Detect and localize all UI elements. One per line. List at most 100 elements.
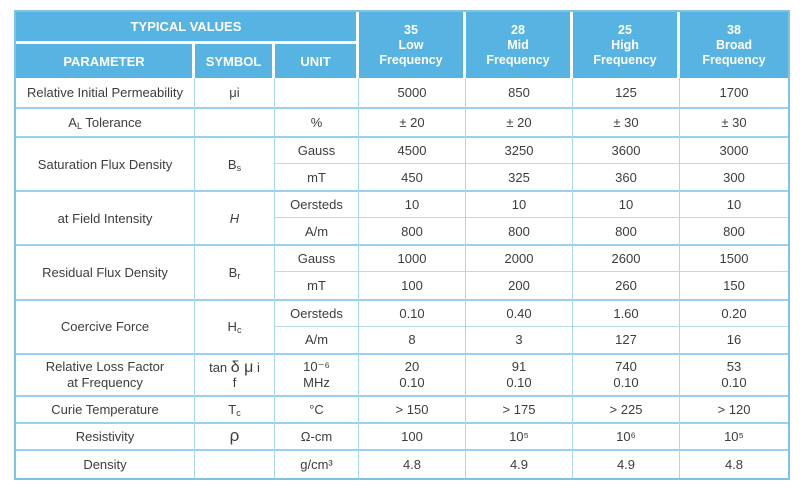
value-cell: 10 — [573, 190, 680, 218]
parameter-cell: Density — [16, 448, 195, 478]
value-cell: ± 30 — [680, 107, 788, 137]
value-cell: 300 — [680, 163, 788, 191]
unit-cell: 10⁻⁶ MHz — [275, 352, 359, 395]
row-relative-loss-factor: Relative Loss Factor at Frequency tan δ … — [16, 352, 788, 395]
symbol-cell: H — [195, 190, 275, 245]
value-cell: 2000 — [466, 244, 573, 272]
row-density: Density g/cm³ 4.8 4.9 4.9 4.8 — [16, 448, 788, 478]
value-cell: 360 — [573, 163, 680, 191]
value-cell: 10⁶ — [573, 421, 680, 449]
unit-cell: Gauss — [275, 136, 359, 164]
row-residual-flux-density-mt: mT 100 200 260 150 — [16, 271, 788, 299]
value-cell: 450 — [359, 163, 466, 191]
unit-column-header: UNIT — [275, 44, 359, 78]
symbol-cell: μi — [195, 78, 275, 108]
row-saturation-flux-density-gauss: Saturation Flux Density Bs Gauss 4500 32… — [16, 136, 788, 191]
value-cell: 1500 — [680, 244, 788, 272]
typical-values-table: TYPICAL VALUES 35 Low Frequency 28 Mid F… — [14, 10, 790, 480]
value-cell: 127 — [573, 325, 680, 353]
value-cell: 53 0.10 — [680, 352, 788, 395]
row-saturation-flux-density-mt: mT 450 325 360 300 — [16, 163, 788, 191]
value-cell: 4500 — [359, 136, 466, 164]
value-cell: ± 20 — [466, 107, 573, 137]
symbol-cell: Bs — [195, 136, 275, 191]
value-cell: 200 — [466, 271, 573, 299]
value-cell: 0.40 — [466, 298, 573, 326]
value-cell: 100 — [359, 421, 466, 449]
symbol-cell — [195, 448, 275, 478]
material-header-38-broad-frequency: 38 Broad Frequency — [680, 12, 788, 78]
value-cell: 5000 — [359, 78, 466, 108]
symbol-cell — [195, 107, 275, 137]
subscript: s — [236, 162, 242, 173]
value-cell: 800 — [359, 217, 466, 245]
value-cell: 4.8 — [680, 448, 788, 478]
symbol-cell: ρ — [195, 421, 275, 449]
unit-cell: A/m — [275, 217, 359, 245]
parameter-column-header: PARAMETER — [16, 44, 195, 78]
value-cell: ± 30 — [573, 107, 680, 137]
row-residual-flux-density-gauss: Residual Flux Density Br Gauss 1000 2000… — [16, 244, 788, 299]
value-cell: 740 0.10 — [573, 352, 680, 395]
value-cell: 800 — [573, 217, 680, 245]
row-resistivity: Resistivity ρ Ω-cm 100 10⁵ 10⁶ 10⁵ — [16, 421, 788, 449]
value-cell: 2600 — [573, 244, 680, 272]
greek-symbols: δ μ — [230, 358, 254, 376]
value-cell: 150 — [680, 271, 788, 299]
value-cell: ± 20 — [359, 107, 466, 137]
value-cell: 4.9 — [466, 448, 573, 478]
value-cell: 1.60 — [573, 298, 680, 326]
value-cell: 8 — [359, 325, 466, 353]
value-cell: > 120 — [680, 394, 788, 422]
row-field-intensity-oersteds: at Field Intensity H Oersteds 10 10 10 1… — [16, 190, 788, 245]
row-field-intensity-am: A/m 800 800 800 800 — [16, 217, 788, 245]
unit-cell: mT — [275, 271, 359, 299]
symbol-cell: tan δ μ i f — [195, 352, 275, 395]
value-cell: 4.9 — [573, 448, 680, 478]
header-row-title: TYPICAL VALUES 35 Low Frequency 28 Mid F… — [16, 12, 788, 78]
parameter-cell: Relative Loss Factor at Frequency — [16, 352, 195, 395]
row-coercive-force-oersteds: Coercive Force Hc Oersteds 0.10 0.40 1.6… — [16, 298, 788, 353]
unit-cell: g/cm³ — [275, 448, 359, 478]
parameter-cell: Coercive Force — [16, 298, 195, 353]
value-cell: 0.20 — [680, 298, 788, 326]
parameter-cell: Residual Flux Density — [16, 244, 195, 299]
value-cell: 3600 — [573, 136, 680, 164]
frequency-denominator: f — [232, 374, 237, 390]
parameter-cell: Resistivity — [16, 421, 195, 449]
value-cell: 10⁵ — [680, 421, 788, 449]
unit-cell: Gauss — [275, 244, 359, 272]
value-cell: 800 — [466, 217, 573, 245]
value-cell: > 150 — [359, 394, 466, 422]
value-cell: 10⁵ — [466, 421, 573, 449]
value-cell: 3250 — [466, 136, 573, 164]
subscript: r — [237, 270, 241, 281]
subscript: L — [76, 121, 82, 132]
value-cell: 0.10 — [359, 298, 466, 326]
value-cell: > 175 — [466, 394, 573, 422]
unit-cell: Ω-cm — [275, 421, 359, 449]
subscript: c — [236, 325, 242, 336]
unit-cell: mT — [275, 163, 359, 191]
material-header-35-low-frequency: 35 Low Frequency — [359, 12, 466, 78]
value-cell: 10 — [359, 190, 466, 218]
subscript: c — [236, 407, 241, 418]
value-cell: 850 — [466, 78, 573, 108]
value-cell: 91 0.10 — [466, 352, 573, 395]
row-al-tolerance: AL Tolerance % ± 20 ± 20 ± 30 ± 30 — [16, 107, 788, 137]
unit-cell: Oersteds — [275, 190, 359, 218]
value-cell: 1700 — [680, 78, 788, 108]
value-cell: 260 — [573, 271, 680, 299]
parameter-cell: Curie Temperature — [16, 394, 195, 422]
unit-cell: % — [275, 107, 359, 137]
value-cell: > 225 — [573, 394, 680, 422]
value-cell: 10 — [466, 190, 573, 218]
unit-cell — [275, 78, 359, 108]
value-cell: 325 — [466, 163, 573, 191]
parameter-cell: at Field Intensity — [16, 190, 195, 245]
symbol-column-header: SYMBOL — [195, 44, 275, 78]
parameter-cell: Saturation Flux Density — [16, 136, 195, 191]
value-cell: 20 0.10 — [359, 352, 466, 395]
material-header-28-mid-frequency: 28 Mid Frequency — [466, 12, 573, 78]
